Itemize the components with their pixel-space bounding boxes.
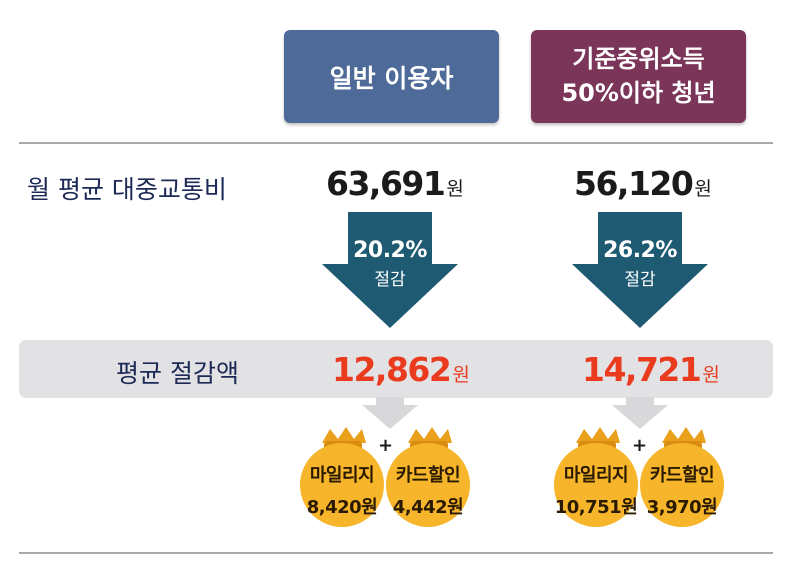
avg-saving-band — [19, 340, 773, 398]
general-reduction-label: 절감 — [374, 270, 406, 290]
youth-header-line1: 기준중위소득 — [572, 44, 705, 73]
monthly-cost-label: 월 평균 대중교통비 — [27, 175, 227, 204]
youth-avg-saving-value: 14,721 — [582, 350, 702, 389]
general-monthly-cost-value: 63,691 — [326, 164, 446, 203]
youth-plus-sign: + — [632, 435, 648, 456]
general-avg-saving-unit: 원 — [452, 364, 470, 386]
avg-saving-label: 평균 절감액 — [116, 359, 239, 388]
general-monthly-cost: 63,691 원 — [326, 164, 464, 203]
youth-monthly-cost-value: 56,120 — [574, 164, 694, 203]
general-reduction-arrow-icon — [322, 212, 458, 328]
youth-reduction-pct: 26.2% — [603, 238, 677, 263]
general-card-bag-icon — [386, 427, 470, 527]
youth-avg-saving-unit: 원 — [702, 364, 720, 386]
general-pointer-arrow-icon — [362, 397, 418, 429]
youth-reduction: 26.2% 절감 — [572, 238, 708, 290]
youth-reduction-arrow-icon — [572, 212, 708, 328]
general-mileage-label: 마일리지 — [309, 465, 375, 486]
top-divider — [19, 142, 773, 144]
general-user-header-label: 일반 이용자 — [329, 63, 454, 93]
general-plus-sign: + — [378, 435, 394, 456]
youth-mileage-label: 마일리지 — [563, 465, 629, 486]
general-reduction-pct: 20.2% — [353, 238, 427, 263]
general-card: 카드할인 4,442원 — [378, 461, 478, 519]
general-avg-saving: 12,862 원 — [332, 350, 470, 389]
youth-monthly-cost: 56,120 원 — [574, 164, 712, 203]
youth-card-value: 3,970원 — [646, 497, 718, 518]
youth-header-line2: 50%이하 청년 — [561, 78, 716, 107]
youth-card-label: 카드할인 — [649, 465, 715, 486]
general-card-label: 카드할인 — [395, 465, 461, 486]
youth-monthly-cost-unit: 원 — [694, 178, 712, 200]
youth-reduction-label: 절감 — [624, 270, 656, 290]
youth-card-bag-icon — [640, 427, 724, 527]
general-card-value: 4,442원 — [392, 497, 464, 518]
youth-avg-saving: 14,721 원 — [582, 350, 720, 389]
youth-card: 카드할인 3,970원 — [632, 461, 732, 519]
general-mileage-bag-icon — [300, 427, 384, 527]
bottom-divider — [19, 552, 773, 554]
youth-mileage-value: 10,751원 — [554, 497, 638, 518]
general-avg-saving-value: 12,862 — [332, 350, 452, 389]
general-mileage: 마일리지 8,420원 — [292, 461, 392, 519]
general-mileage-value: 8,420원 — [306, 497, 378, 518]
youth-mileage: 마일리지 10,751원 — [546, 461, 646, 519]
youth-header: 기준중위소득 50%이하 청년 — [531, 30, 746, 123]
youth-pointer-arrow-icon — [612, 397, 668, 429]
general-reduction: 20.2% 절감 — [322, 238, 458, 290]
youth-mileage-bag-icon — [554, 427, 638, 527]
general-monthly-cost-unit: 원 — [446, 178, 464, 200]
general-user-header: 일반 이용자 — [284, 30, 499, 123]
